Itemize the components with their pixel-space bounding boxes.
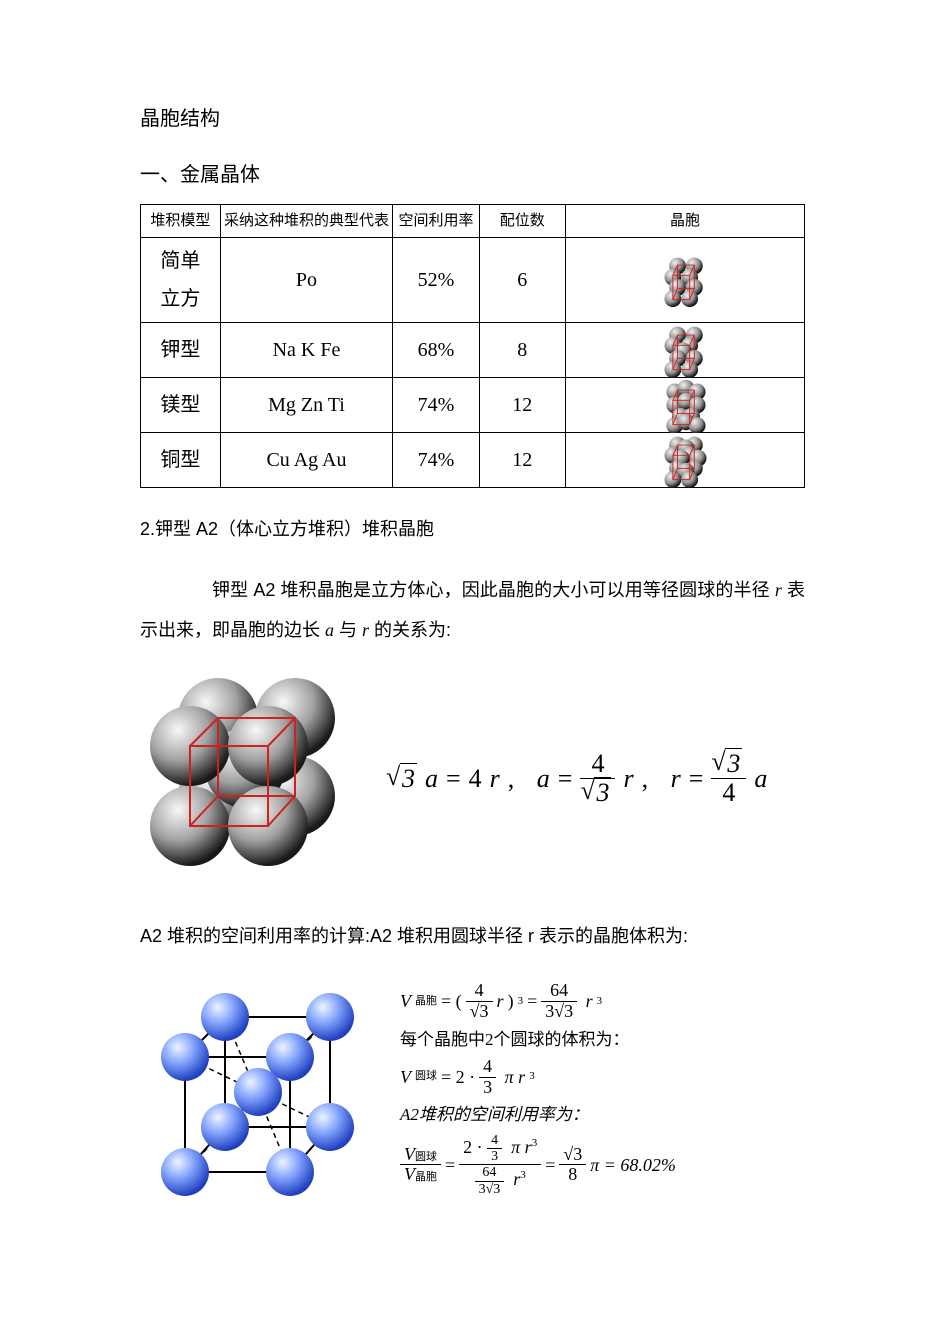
calc-line-1: V晶胞 = ( 4√3 r)3 = 643√3 r3 <box>400 981 676 1022</box>
paragraph-1: 钾型 A2 堆积晶胞是立方体心，因此晶胞的大小可以用等径圆球的半径 r 表示出来… <box>140 571 805 650</box>
cell-coord: 12 <box>479 377 565 432</box>
th-model: 堆积模型 <box>141 205 221 238</box>
cell-efficiency: 52% <box>393 237 479 322</box>
cell-diagram <box>565 432 804 487</box>
table-header-row: 堆积模型 采纳这种堆积的典型代表 空间利用率 配位数 晶胞 <box>141 205 805 238</box>
cell-model: 镁型 <box>141 377 221 432</box>
bcc-grey-diagram <box>140 668 350 889</box>
cell-coord: 12 <box>479 432 565 487</box>
var-a: a <box>325 620 334 640</box>
calculation-text: V晶胞 = ( 4√3 r)3 = 643√3 r3 每个晶胞中2个圆球的体积为… <box>400 977 676 1201</box>
var-r: r <box>775 580 782 600</box>
cell-coord: 8 <box>479 322 565 377</box>
th-cell: 晶胞 <box>565 205 804 238</box>
cell-efficiency: 68% <box>393 322 479 377</box>
section-heading: 一、金属晶体 <box>140 156 805 194</box>
cell-model: 简单立方 <box>141 237 221 322</box>
cell-efficiency: 74% <box>393 432 479 487</box>
figure-row-1: 3a=4r, a= 43 r, r= 34 a <box>140 668 805 889</box>
paragraph-2: A2 堆积的空间利用率的计算:A2 堆积用圆球半径 r 表示的晶胞体积为: <box>140 917 805 957</box>
cell-efficiency: 74% <box>393 377 479 432</box>
table-row: 钾型 Na K Fe 68% 8 <box>141 322 805 377</box>
bcc-blue-diagram <box>140 977 370 1218</box>
cell-examples: Na K Fe <box>220 322 393 377</box>
crystal-table: 堆积模型 采纳这种堆积的典型代表 空间利用率 配位数 晶胞 简单立方 Po 52… <box>140 204 805 488</box>
cell-examples: Po <box>220 237 393 322</box>
table-row: 铜型 Cu Ag Au 74% 12 <box>141 432 805 487</box>
th-examples: 采纳这种堆积的典型代表 <box>220 205 393 238</box>
cell-coord: 6 <box>479 237 565 322</box>
cell-examples: Mg Zn Ti <box>220 377 393 432</box>
calc-line-4: A2堆积的空间利用率为： <box>400 1101 676 1128</box>
cell-model: 铜型 <box>141 432 221 487</box>
p1-d: 的关系为: <box>369 620 451 640</box>
table-row: 简单立方 Po 52% 6 <box>141 237 805 322</box>
th-efficiency: 空间利用率 <box>393 205 479 238</box>
calc-line-5: V圆球 V晶胞 = 2 · 43 π r3 643√3 r3 = <box>400 1133 676 1198</box>
calculation-row: V晶胞 = ( 4√3 r)3 = 643√3 r3 每个晶胞中2个圆球的体积为… <box>140 977 805 1218</box>
p1-c: 与 <box>334 620 362 640</box>
calc-line-2: 每个晶胞中2个圆球的体积为： <box>400 1026 676 1053</box>
cell-diagram <box>565 322 804 377</box>
cell-model: 钾型 <box>141 322 221 377</box>
cell-diagram <box>565 237 804 322</box>
cell-examples: Cu Ag Au <box>220 432 393 487</box>
subheading: 2.钾型 A2（体心立方堆积）堆积晶胞 <box>140 510 805 550</box>
th-coord: 配位数 <box>479 205 565 238</box>
main-formula: 3a=4r, a= 43 r, r= 34 a <box>390 750 805 808</box>
var-r2: r <box>362 620 369 640</box>
table-row: 镁型 Mg Zn Ti 74% 12 <box>141 377 805 432</box>
cell-diagram <box>565 377 804 432</box>
p1-a: 钾型 A2 堆积晶胞是立方体心，因此晶胞的大小可以用等径圆球的半径 <box>212 580 775 600</box>
page-title: 晶胞结构 <box>140 100 805 138</box>
calc-line-3: V圆球 = 2 · 43 π r3 <box>400 1057 676 1098</box>
